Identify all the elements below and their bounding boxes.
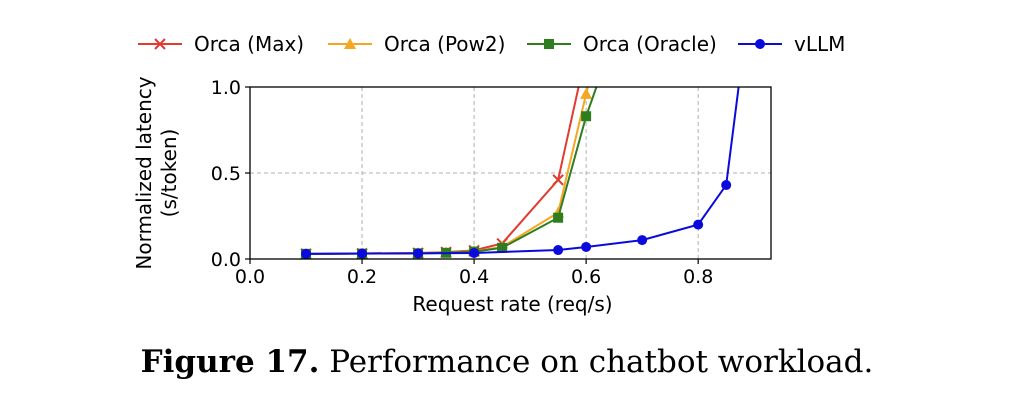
legend-marker-1 bbox=[344, 38, 356, 49]
x-axis-label: Request rate (req/s) bbox=[412, 292, 612, 316]
y-axis-label-line2: (s/token) bbox=[157, 129, 181, 218]
legend-marker-2 bbox=[544, 39, 554, 49]
plot-area bbox=[300, 87, 740, 259]
series-1-point-7 bbox=[580, 87, 593, 99]
series-2-point-6 bbox=[553, 212, 564, 223]
legend-label-2: Orca (Oracle) bbox=[583, 32, 717, 56]
y-tick-label-2: 1.0 bbox=[211, 77, 241, 99]
series-0-point-6 bbox=[552, 174, 564, 186]
caption-label: Figure 17. bbox=[140, 344, 320, 380]
x-tick-label-4: 0.8 bbox=[683, 266, 713, 288]
legend-label-1: Orca (Pow2) bbox=[384, 32, 505, 56]
series-line-3 bbox=[306, 87, 740, 255]
legend-label-3: vLLM bbox=[794, 32, 845, 56]
series-3-point-2 bbox=[413, 248, 424, 259]
series-3-point-1 bbox=[357, 248, 368, 259]
series-line-0 bbox=[306, 87, 580, 255]
x-tick-label-2: 0.4 bbox=[459, 266, 489, 288]
series-3-point-4 bbox=[553, 245, 564, 256]
series-2-point-7 bbox=[581, 111, 592, 122]
series-2-point-5 bbox=[497, 242, 508, 253]
x-tick-label-3: 0.6 bbox=[571, 266, 601, 288]
y-tick-label-0: 0.0 bbox=[211, 249, 241, 271]
caption-text: Performance on chatbot workload. bbox=[319, 344, 874, 380]
series-3-point-7 bbox=[693, 219, 704, 230]
figure-caption: Figure 17. Performance on chatbot worklo… bbox=[0, 344, 1014, 380]
series-3-point-6 bbox=[637, 235, 648, 246]
series-line-1 bbox=[306, 87, 590, 255]
series-3-point-3 bbox=[469, 247, 480, 258]
series-3-point-8 bbox=[721, 180, 732, 191]
legend-marker-0 bbox=[154, 38, 166, 50]
x-tick-label-1: 0.2 bbox=[347, 266, 377, 288]
y-tick-label-1: 0.5 bbox=[211, 163, 241, 185]
series-3-point-0 bbox=[301, 248, 312, 259]
series-3-point-5 bbox=[581, 241, 592, 252]
chart: 0.0 0.2 0.4 0.6 0.8 0.0 0.5 1.0 Request rate (re… bbox=[132, 32, 845, 316]
y-axis-label-line1: Normalized latency bbox=[132, 76, 156, 269]
legend-label-0: Orca (Max) bbox=[194, 32, 304, 56]
x-tick-label-0: 0.0 bbox=[235, 266, 265, 288]
legend-marker-3 bbox=[755, 39, 765, 49]
